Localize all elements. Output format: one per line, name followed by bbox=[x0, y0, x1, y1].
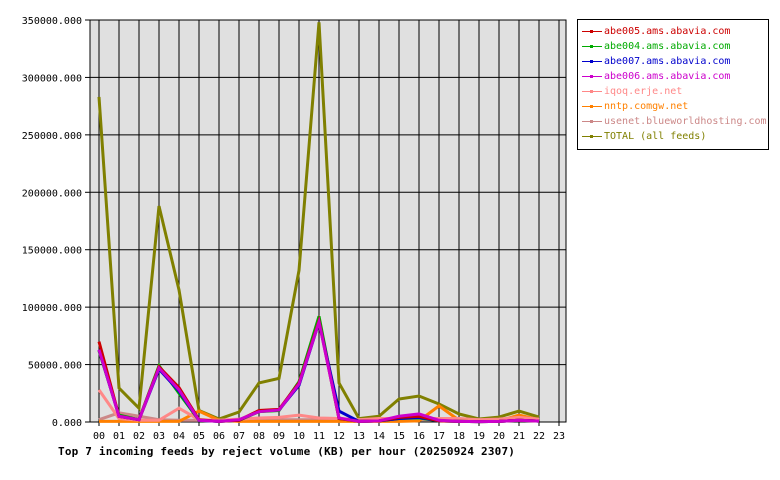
y-tick-label: 150000.000 bbox=[22, 246, 82, 257]
x-tick-label: 06 bbox=[213, 431, 225, 442]
x-tick-label: 08 bbox=[253, 431, 265, 442]
x-tick-label: 20 bbox=[493, 431, 505, 442]
x-tick-label: 22 bbox=[533, 431, 545, 442]
legend-line-icon bbox=[582, 60, 602, 63]
x-tick-label: 21 bbox=[513, 431, 525, 442]
legend-label: usenet.blueworldhosting.com bbox=[604, 116, 767, 127]
x-tick-label: 13 bbox=[353, 431, 365, 442]
legend-item: abe006.ams.abavia.com bbox=[578, 69, 768, 84]
legend-label: abe005.ams.abavia.com bbox=[604, 26, 731, 37]
y-tick-label: 300000.000 bbox=[22, 73, 82, 84]
legend-label: iqoq.erje.net bbox=[604, 86, 683, 97]
legend-item: TOTAL (all feeds) bbox=[578, 129, 768, 144]
x-tick-label: 10 bbox=[293, 431, 305, 442]
x-tick-label: 18 bbox=[453, 431, 465, 442]
x-tick-label: 19 bbox=[473, 431, 485, 442]
series-line bbox=[97, 316, 540, 424]
x-tick-label: 05 bbox=[193, 431, 205, 442]
legend-line-icon bbox=[582, 135, 602, 138]
legend-label: TOTAL (all feeds) bbox=[604, 131, 707, 142]
legend-item: usenet.blueworldhosting.com bbox=[578, 114, 768, 129]
x-tick-label: 00 bbox=[93, 431, 105, 442]
x-axis: 00 01 02 03 04 05 06 07 08 09 10 11 12 13 14 15 16 17 18 19… bbox=[93, 422, 565, 442]
legend-item: abe005.ams.abavia.com bbox=[578, 24, 768, 39]
legend-line-icon bbox=[582, 120, 602, 123]
legend-line-icon bbox=[582, 90, 602, 93]
x-tick-label: 07 bbox=[233, 431, 245, 442]
x-tick-label: 14 bbox=[373, 431, 385, 442]
legend-line-icon bbox=[582, 75, 602, 78]
legend-label: nntp.comgw.net bbox=[604, 101, 689, 112]
x-tick-label: 11 bbox=[313, 431, 325, 442]
series-line bbox=[97, 22, 540, 421]
legend-line-icon bbox=[582, 105, 602, 108]
chart-title: Top 7 incoming feeds by reject volume (K… bbox=[58, 445, 516, 458]
legend-line-icon bbox=[582, 45, 602, 48]
x-tick-label: 17 bbox=[433, 431, 445, 442]
x-tick-label: 15 bbox=[393, 431, 405, 442]
series-lines bbox=[97, 22, 540, 424]
y-tick-label: 50000.000 bbox=[28, 361, 82, 372]
x-tick-label: 01 bbox=[113, 431, 125, 442]
legend: abe005.ams.abavia.com abe004.ams.abavia.c… bbox=[577, 19, 769, 150]
y-tick-label: 0.000 bbox=[52, 418, 82, 429]
legend-label: abe006.ams.abavia.com bbox=[604, 71, 731, 82]
legend-item: abe004.ams.abavia.com bbox=[578, 39, 768, 54]
legend-label: abe004.ams.abavia.com bbox=[604, 41, 731, 52]
x-tick-label: 09 bbox=[273, 431, 285, 442]
legend-item: abe007.ams.abavia.com bbox=[578, 54, 768, 69]
legend-item: iqoq.erje.net bbox=[578, 84, 768, 99]
x-tick-label: 16 bbox=[413, 431, 425, 442]
y-tick-label: 100000.000 bbox=[22, 303, 82, 314]
x-tick-label: 12 bbox=[333, 431, 345, 442]
y-tick-label: 200000.000 bbox=[22, 188, 82, 199]
y-tick-label: 350000.000 bbox=[22, 16, 82, 27]
legend-label: abe007.ams.abavia.com bbox=[604, 56, 731, 67]
legend-line-icon bbox=[582, 30, 602, 33]
series-line bbox=[97, 388, 540, 422]
x-tick-label: 04 bbox=[173, 431, 185, 442]
legend-item: nntp.comgw.net bbox=[578, 99, 768, 114]
x-tick-label: 02 bbox=[133, 431, 145, 442]
y-tick-label: 250000.000 bbox=[22, 131, 82, 142]
x-tick-label: 23 bbox=[553, 431, 565, 442]
x-tick-label: 03 bbox=[153, 431, 165, 442]
y-axis: 0.000 50000.000 100000.000 150000.000 200000… bbox=[22, 16, 90, 429]
